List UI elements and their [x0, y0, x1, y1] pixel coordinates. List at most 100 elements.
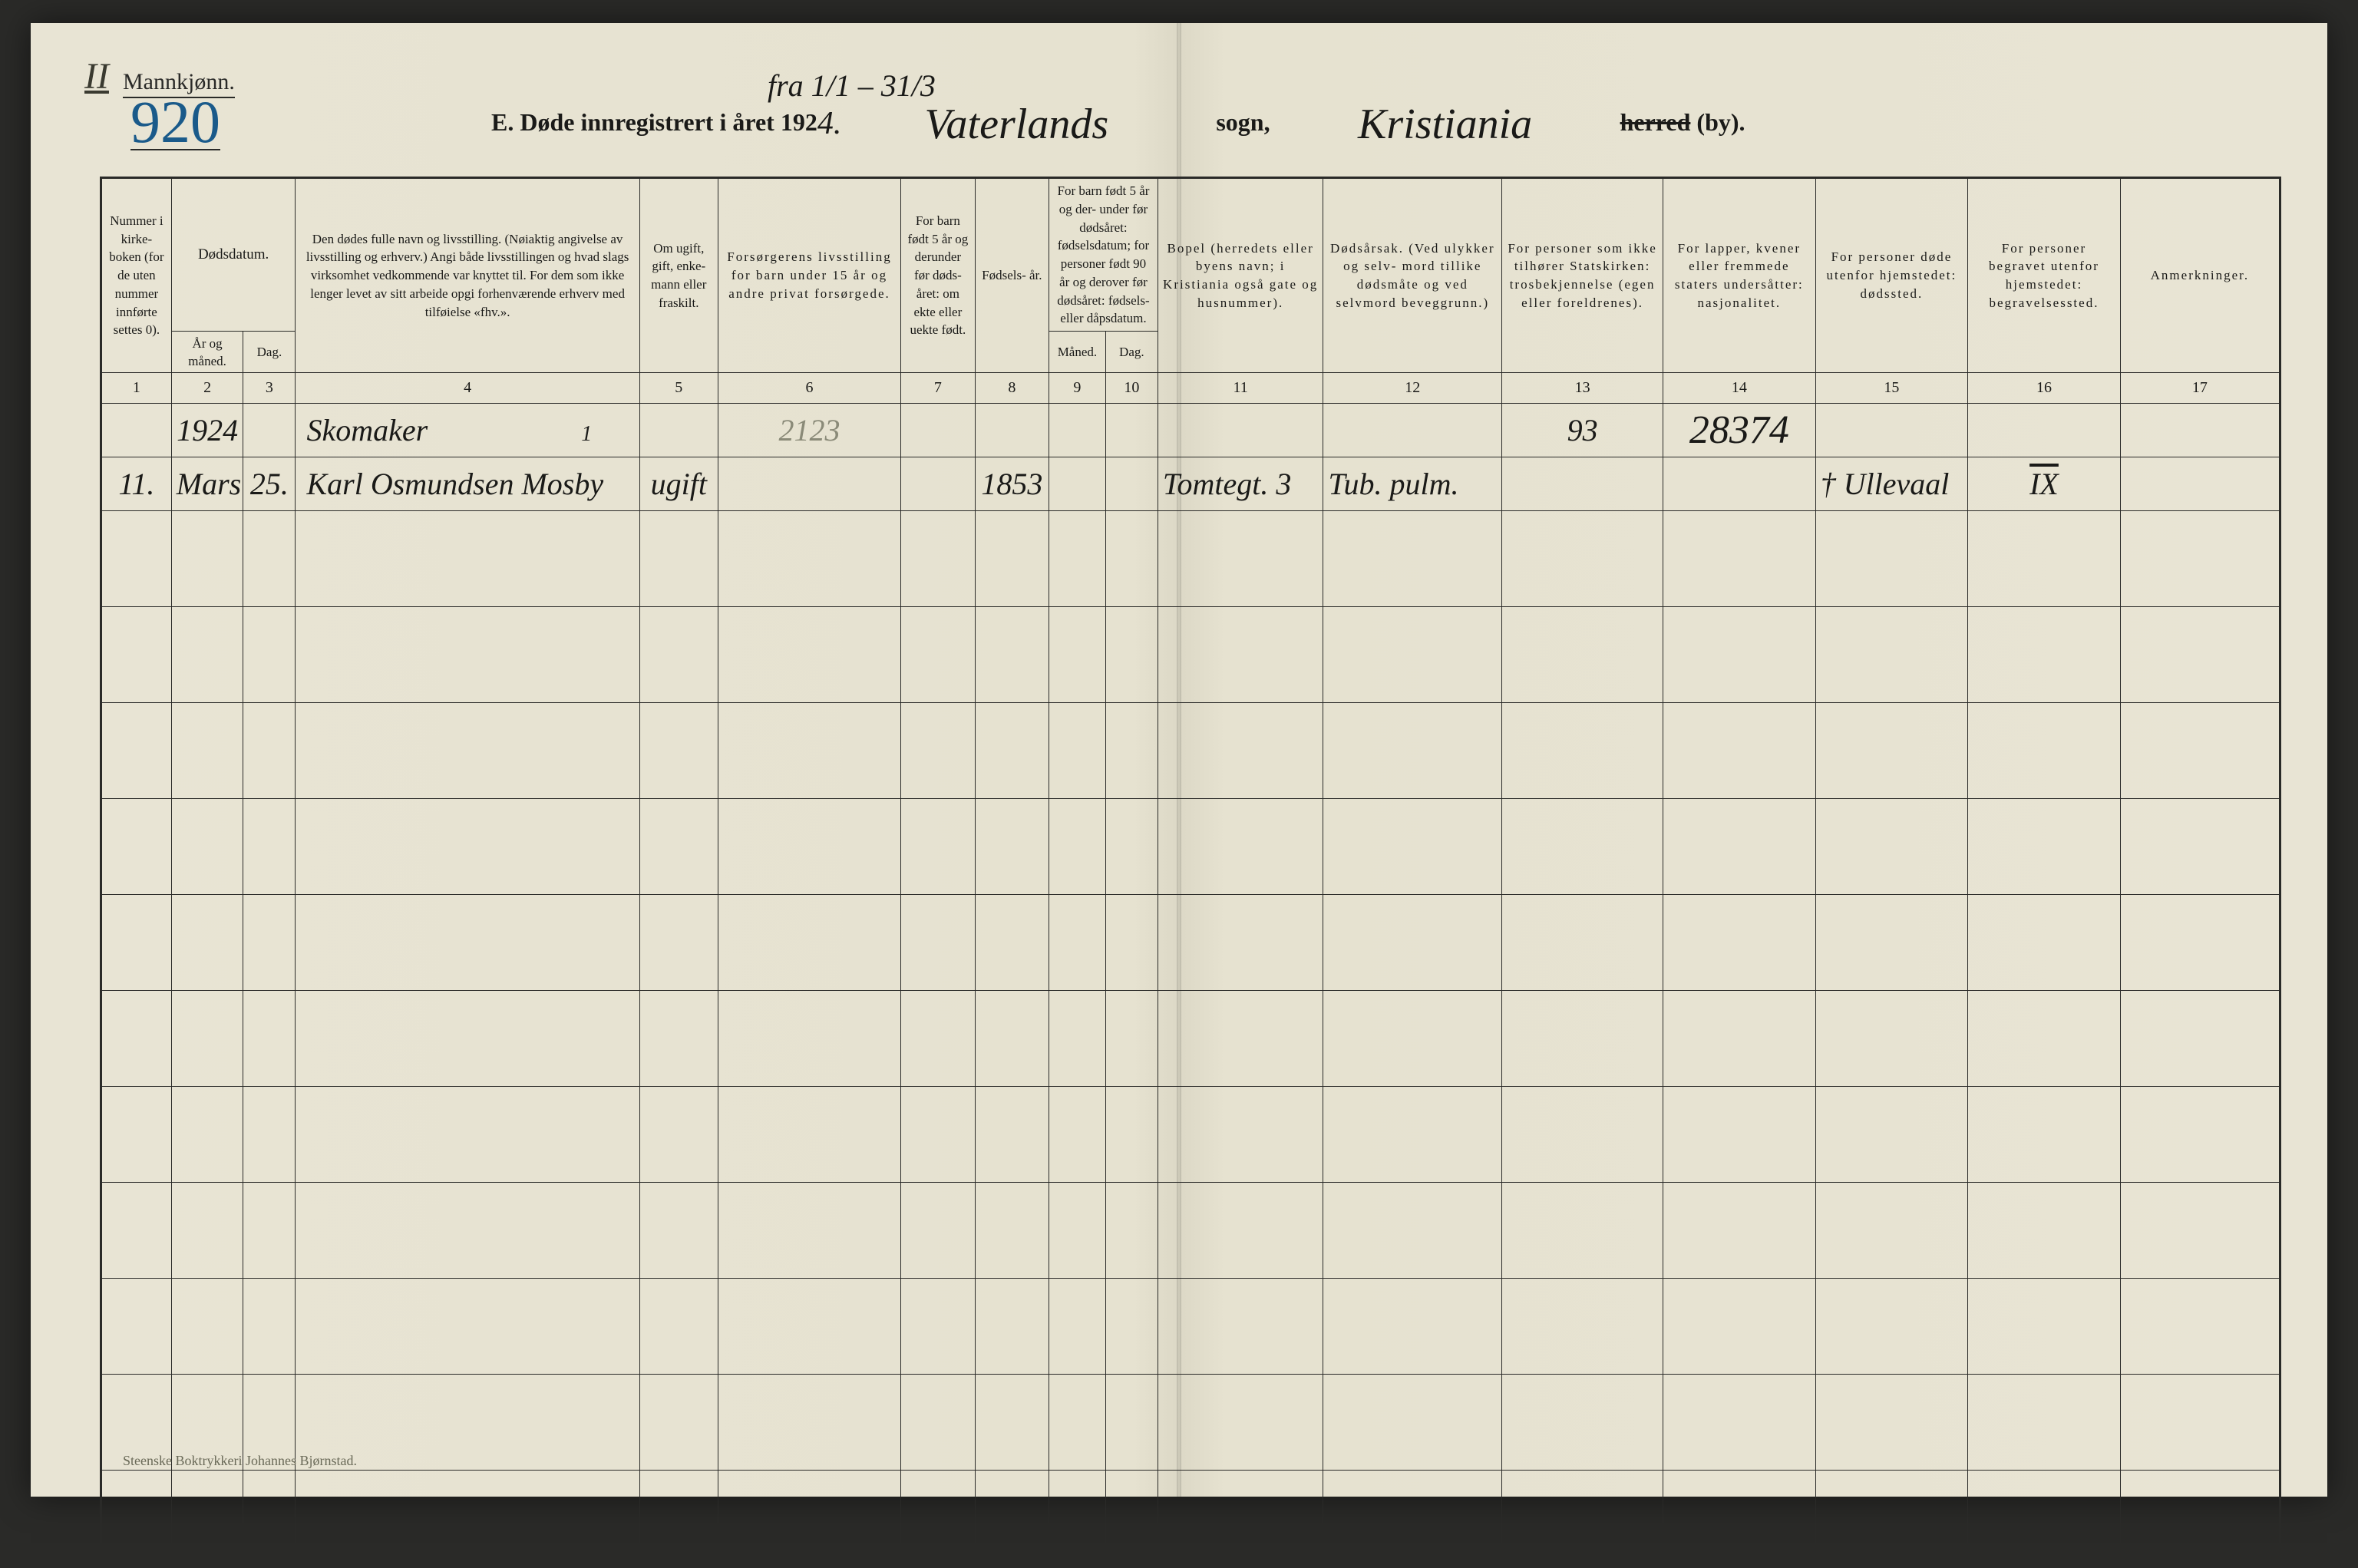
cell [1502, 1471, 1663, 1566]
cell [639, 799, 718, 895]
title-row: fra 1/1 – 31/3 E. Døde innregistrert i å… [491, 92, 2235, 141]
cell [1663, 895, 1816, 991]
cell [1105, 511, 1158, 607]
page-number-handwritten: 920 [130, 95, 220, 150]
cell [171, 895, 243, 991]
cell [1663, 799, 1816, 895]
cell: 1924 [171, 404, 243, 457]
cell: Tomtegt. 3 [1158, 457, 1323, 511]
col-subheader: Dag. [1105, 332, 1158, 373]
cell [243, 799, 296, 895]
cell [718, 1375, 900, 1471]
col-number: 11 [1158, 373, 1323, 404]
cell [1502, 607, 1663, 703]
cell [2120, 1375, 2279, 1471]
cell [1105, 1183, 1158, 1279]
cell [1968, 1375, 2121, 1471]
cell [1105, 991, 1158, 1087]
cell [1968, 1087, 2121, 1183]
cell [243, 1279, 296, 1375]
cell: 11. [102, 457, 172, 511]
cell [639, 607, 718, 703]
table-row [102, 1471, 2280, 1566]
cell [901, 703, 975, 799]
cell [1049, 511, 1106, 607]
cell [171, 607, 243, 703]
cell [1815, 703, 1968, 799]
cell [1105, 895, 1158, 991]
cell [1502, 1087, 1663, 1183]
cell [102, 799, 172, 895]
col-header: Fødsels- år. [975, 179, 1049, 373]
cell [975, 1471, 1049, 1566]
cell [1815, 1375, 1968, 1471]
cell [1105, 703, 1158, 799]
cell [639, 1183, 718, 1279]
cell [975, 703, 1049, 799]
cell [171, 991, 243, 1087]
cell [1968, 1471, 2121, 1566]
cell: Skomaker 1 [296, 404, 639, 457]
cell [1815, 511, 1968, 607]
cell [975, 511, 1049, 607]
cell [296, 895, 639, 991]
cell [1049, 1279, 1106, 1375]
city-name: Kristiania [1307, 100, 1584, 149]
cell [901, 1279, 975, 1375]
col-header: For personer døde utenfor hjemstedet: dø… [1815, 179, 1968, 373]
cell [1663, 1087, 1816, 1183]
cell [1502, 895, 1663, 991]
cell [1323, 1183, 1502, 1279]
cell [1105, 1471, 1158, 1566]
cell [901, 1375, 975, 1471]
cell [171, 1279, 243, 1375]
col-number: 3 [243, 373, 296, 404]
col-number: 12 [1323, 373, 1502, 404]
cell [1815, 1279, 1968, 1375]
cell [1502, 1279, 1663, 1375]
cell [102, 1279, 172, 1375]
cell [1323, 703, 1502, 799]
cell [171, 1183, 243, 1279]
cell [2120, 991, 2279, 1087]
printer-footer: Steenske Boktrykkeri Johannes Bjørnstad. [123, 1453, 357, 1469]
cell [1663, 1375, 1816, 1471]
cell [243, 895, 296, 991]
cell [2120, 1183, 2279, 1279]
cell [1502, 1375, 1663, 1471]
cell [296, 991, 639, 1087]
cell [2120, 511, 2279, 607]
cell [975, 1183, 1049, 1279]
cell [171, 511, 243, 607]
cell [243, 1087, 296, 1183]
cell [1323, 1375, 1502, 1471]
cell [901, 895, 975, 991]
col-number: 16 [1968, 373, 2121, 404]
cell [1105, 1375, 1158, 1471]
table-body: 1924 Skomaker 1 2123 93 28374 [102, 404, 2280, 1566]
cell [1968, 1183, 2121, 1279]
col-header: Nummer i kirke- boken (for de uten numme… [102, 179, 172, 373]
cell [1502, 703, 1663, 799]
cell [1105, 799, 1158, 895]
cell [639, 1471, 718, 1566]
cell [1158, 895, 1323, 991]
cell [1502, 511, 1663, 607]
cell [1049, 895, 1106, 991]
col-header: For lapper, kvener eller fremmede stater… [1663, 179, 1816, 373]
cell [2120, 1471, 2279, 1566]
by-suffix: (by). [1696, 108, 1745, 136]
cell [718, 607, 900, 703]
cell [243, 511, 296, 607]
table-row [102, 799, 2280, 895]
cell [718, 895, 900, 991]
ledger-table-wrapper: Nummer i kirke- boken (for de uten numme… [100, 177, 2281, 1568]
cell [1323, 799, 1502, 895]
cell [2120, 895, 2279, 991]
col-number: 6 [718, 373, 900, 404]
cell [639, 1087, 718, 1183]
cell [102, 511, 172, 607]
cell [2120, 1279, 2279, 1375]
cell [975, 799, 1049, 895]
table-row: 1924 Skomaker 1 2123 93 28374 [102, 404, 2280, 457]
